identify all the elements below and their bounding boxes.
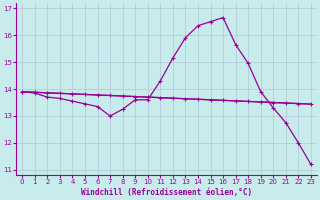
X-axis label: Windchill (Refroidissement éolien,°C): Windchill (Refroidissement éolien,°C)	[81, 188, 252, 197]
